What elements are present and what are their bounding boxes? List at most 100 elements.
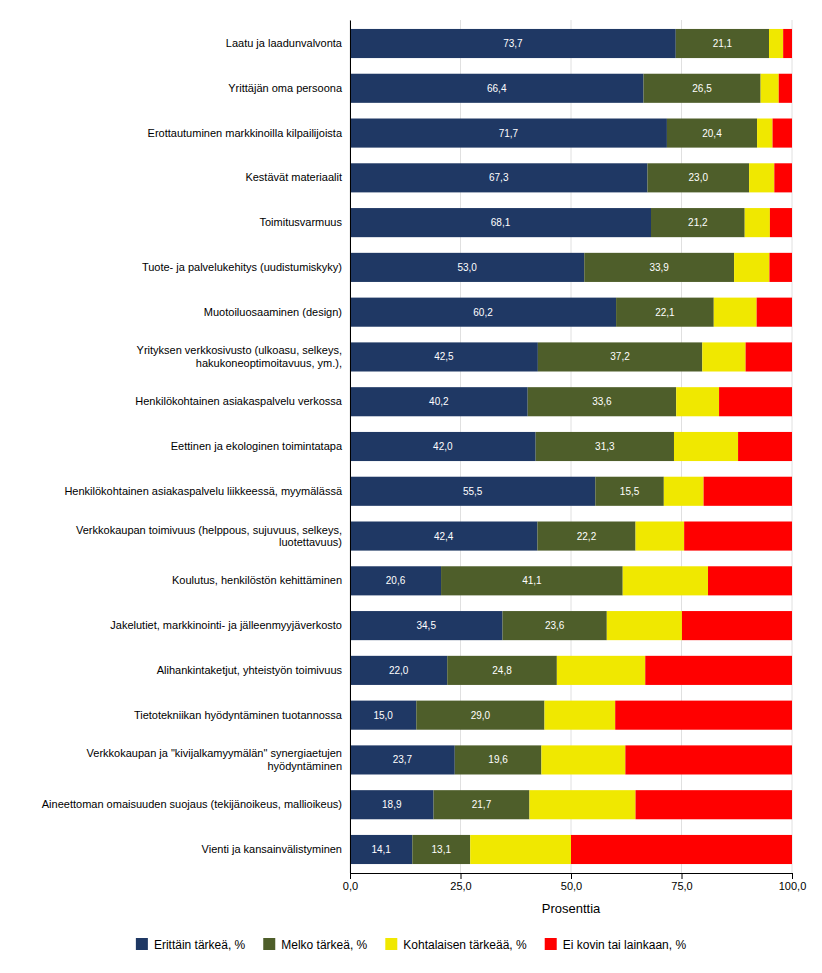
data-label: 29,0 xyxy=(471,710,491,721)
bar xyxy=(350,119,667,148)
legend-item: Kohtalaisen tärkeää, % xyxy=(385,938,527,952)
bar xyxy=(674,432,738,461)
data-label: 42,5 xyxy=(434,351,454,362)
grid xyxy=(350,20,792,873)
data-label: 23,0 xyxy=(689,172,709,183)
grid-line xyxy=(350,20,351,873)
category-label: Aineettoman omaisuuden suojaus (tekijäno… xyxy=(42,798,342,810)
bar xyxy=(745,208,770,237)
bar xyxy=(541,745,625,774)
bar xyxy=(719,387,792,416)
tick: Alihankintaketjut, yhteistyön toimivuus xyxy=(157,664,343,676)
category-label-line: Kestävät materiaalit xyxy=(245,171,342,183)
bar xyxy=(757,298,792,327)
category-label: Verkkokaupan toimivuus (helppous, sujuvu… xyxy=(76,524,342,548)
bar xyxy=(664,477,704,506)
legend-item: Ei kovin tai lainkaan, % xyxy=(545,938,687,952)
data-label: 21,2 xyxy=(688,217,708,228)
bar xyxy=(537,522,635,551)
legend-item: Erittäin tärkeä, % xyxy=(136,938,246,952)
category-label: Jakelutiet, markkinointi- ja jälleenmyyj… xyxy=(110,619,342,631)
bar xyxy=(350,611,502,640)
tick: Verkkokaupan toimivuus (helppous, sujuvu… xyxy=(76,524,342,548)
tick: 50,0 xyxy=(561,873,582,892)
category-label: Laatu ja laadunvalvonta xyxy=(226,37,343,49)
category-label: Alihankintaketjut, yhteistyön toimivuus xyxy=(157,664,343,676)
tick: Vienti ja kansainvälistyminen xyxy=(202,843,342,855)
category-label: Tuote- ja palvelukehitys (uudistumiskyky… xyxy=(142,261,342,273)
category-label-line: Aineettoman omaisuuden suojaus (tekijäno… xyxy=(42,798,342,810)
data-label: 67,3 xyxy=(489,172,509,183)
category-label-line: Eettinen ja ekologinen toimintatapa xyxy=(171,440,343,452)
data-label: 21,7 xyxy=(472,799,492,810)
category-label-line: Toimitusvarmuus xyxy=(259,216,342,228)
bar xyxy=(738,432,792,461)
bar xyxy=(350,522,537,551)
category-label: Koulutus, henkilöstön kehittäminen xyxy=(172,574,342,586)
bar xyxy=(636,522,685,551)
data-label: 20,4 xyxy=(702,128,722,139)
bar xyxy=(536,432,674,461)
bar xyxy=(538,342,702,371)
bar xyxy=(350,163,647,192)
data-label: 26,5 xyxy=(692,83,712,94)
category-label: Yrittäjän oma persoona xyxy=(228,82,343,94)
data-label: 15,5 xyxy=(620,486,640,497)
legend-swatch xyxy=(263,938,275,950)
tick: Tuote- ja palvelukehitys (uudistumiskyky… xyxy=(142,261,342,273)
bar xyxy=(434,790,530,819)
tick-mark xyxy=(682,873,683,879)
data-label: 42,0 xyxy=(433,441,453,452)
category-label-line: Jakelutiet, markkinointi- ja jälleenmyyj… xyxy=(110,619,342,631)
bar xyxy=(779,74,792,103)
data-label: 18,9 xyxy=(382,799,402,810)
bar xyxy=(645,656,792,685)
bar xyxy=(350,745,455,774)
data-label: 22,2 xyxy=(577,531,597,542)
bar xyxy=(350,835,412,864)
legend-item: Melko tärkeä, % xyxy=(263,938,367,952)
bar xyxy=(667,119,757,148)
tick-mark xyxy=(350,873,351,879)
bar xyxy=(412,835,470,864)
bar xyxy=(615,701,792,730)
tick-label: 75,0 xyxy=(671,880,692,892)
tick-mark xyxy=(571,873,572,879)
data-label: 34,5 xyxy=(417,620,437,631)
legend-label: Kohtalaisen tärkeää, % xyxy=(403,938,527,952)
tick: Jakelutiet, markkinointi- ja jälleenmyyj… xyxy=(110,619,342,631)
bar xyxy=(702,342,745,371)
bar xyxy=(783,29,792,58)
data-label: 15,0 xyxy=(373,710,393,721)
bar xyxy=(734,253,769,282)
data-label: 20,6 xyxy=(386,575,406,586)
y-axis: Laatu ja laadunvalvonta Yrittäjän oma per… xyxy=(42,21,351,874)
legend: Erittäin tärkeä, % Melko tärkeä, % Kohtala… xyxy=(136,938,687,952)
bar xyxy=(773,119,792,148)
bar xyxy=(616,298,714,327)
category-label-line: Erottautuminen markkinoilla kilpailijois… xyxy=(148,127,343,139)
category-label: Yrityksen verkkosivusto (ulkoasu, selkey… xyxy=(137,344,342,368)
data-label: 33,6 xyxy=(592,396,612,407)
data-label: 21,1 xyxy=(713,38,733,49)
data-label: 14,1 xyxy=(371,844,391,855)
category-label-line: Vienti ja kansainvälistyminen xyxy=(202,843,342,855)
category-label: Henkilökohtainen asiakaspalvelu liikkees… xyxy=(64,485,342,497)
data-label: 55,5 xyxy=(463,486,483,497)
legend-label: Erittäin tärkeä, % xyxy=(154,938,246,952)
bar xyxy=(676,387,719,416)
bar xyxy=(350,701,416,730)
tick: Aineettoman omaisuuden suojaus (tekijäno… xyxy=(42,798,342,810)
bar xyxy=(441,566,623,595)
x-axis-title: Prosenttia xyxy=(542,901,601,916)
category-label-line: Tuote- ja palvelukehitys (uudistumiskyky… xyxy=(142,261,342,273)
tick: Henkilökohtainen asiakaspalvelu verkossa xyxy=(135,395,343,407)
bar xyxy=(746,342,792,371)
bar xyxy=(684,522,792,551)
data-label: 68,1 xyxy=(491,217,511,228)
bars xyxy=(350,29,792,864)
category-label: Erottautuminen markkinoilla kilpailijois… xyxy=(148,127,343,139)
bar xyxy=(647,163,749,192)
category-label: Muotoiluosaaminen (design) xyxy=(204,306,342,318)
bar xyxy=(623,566,708,595)
